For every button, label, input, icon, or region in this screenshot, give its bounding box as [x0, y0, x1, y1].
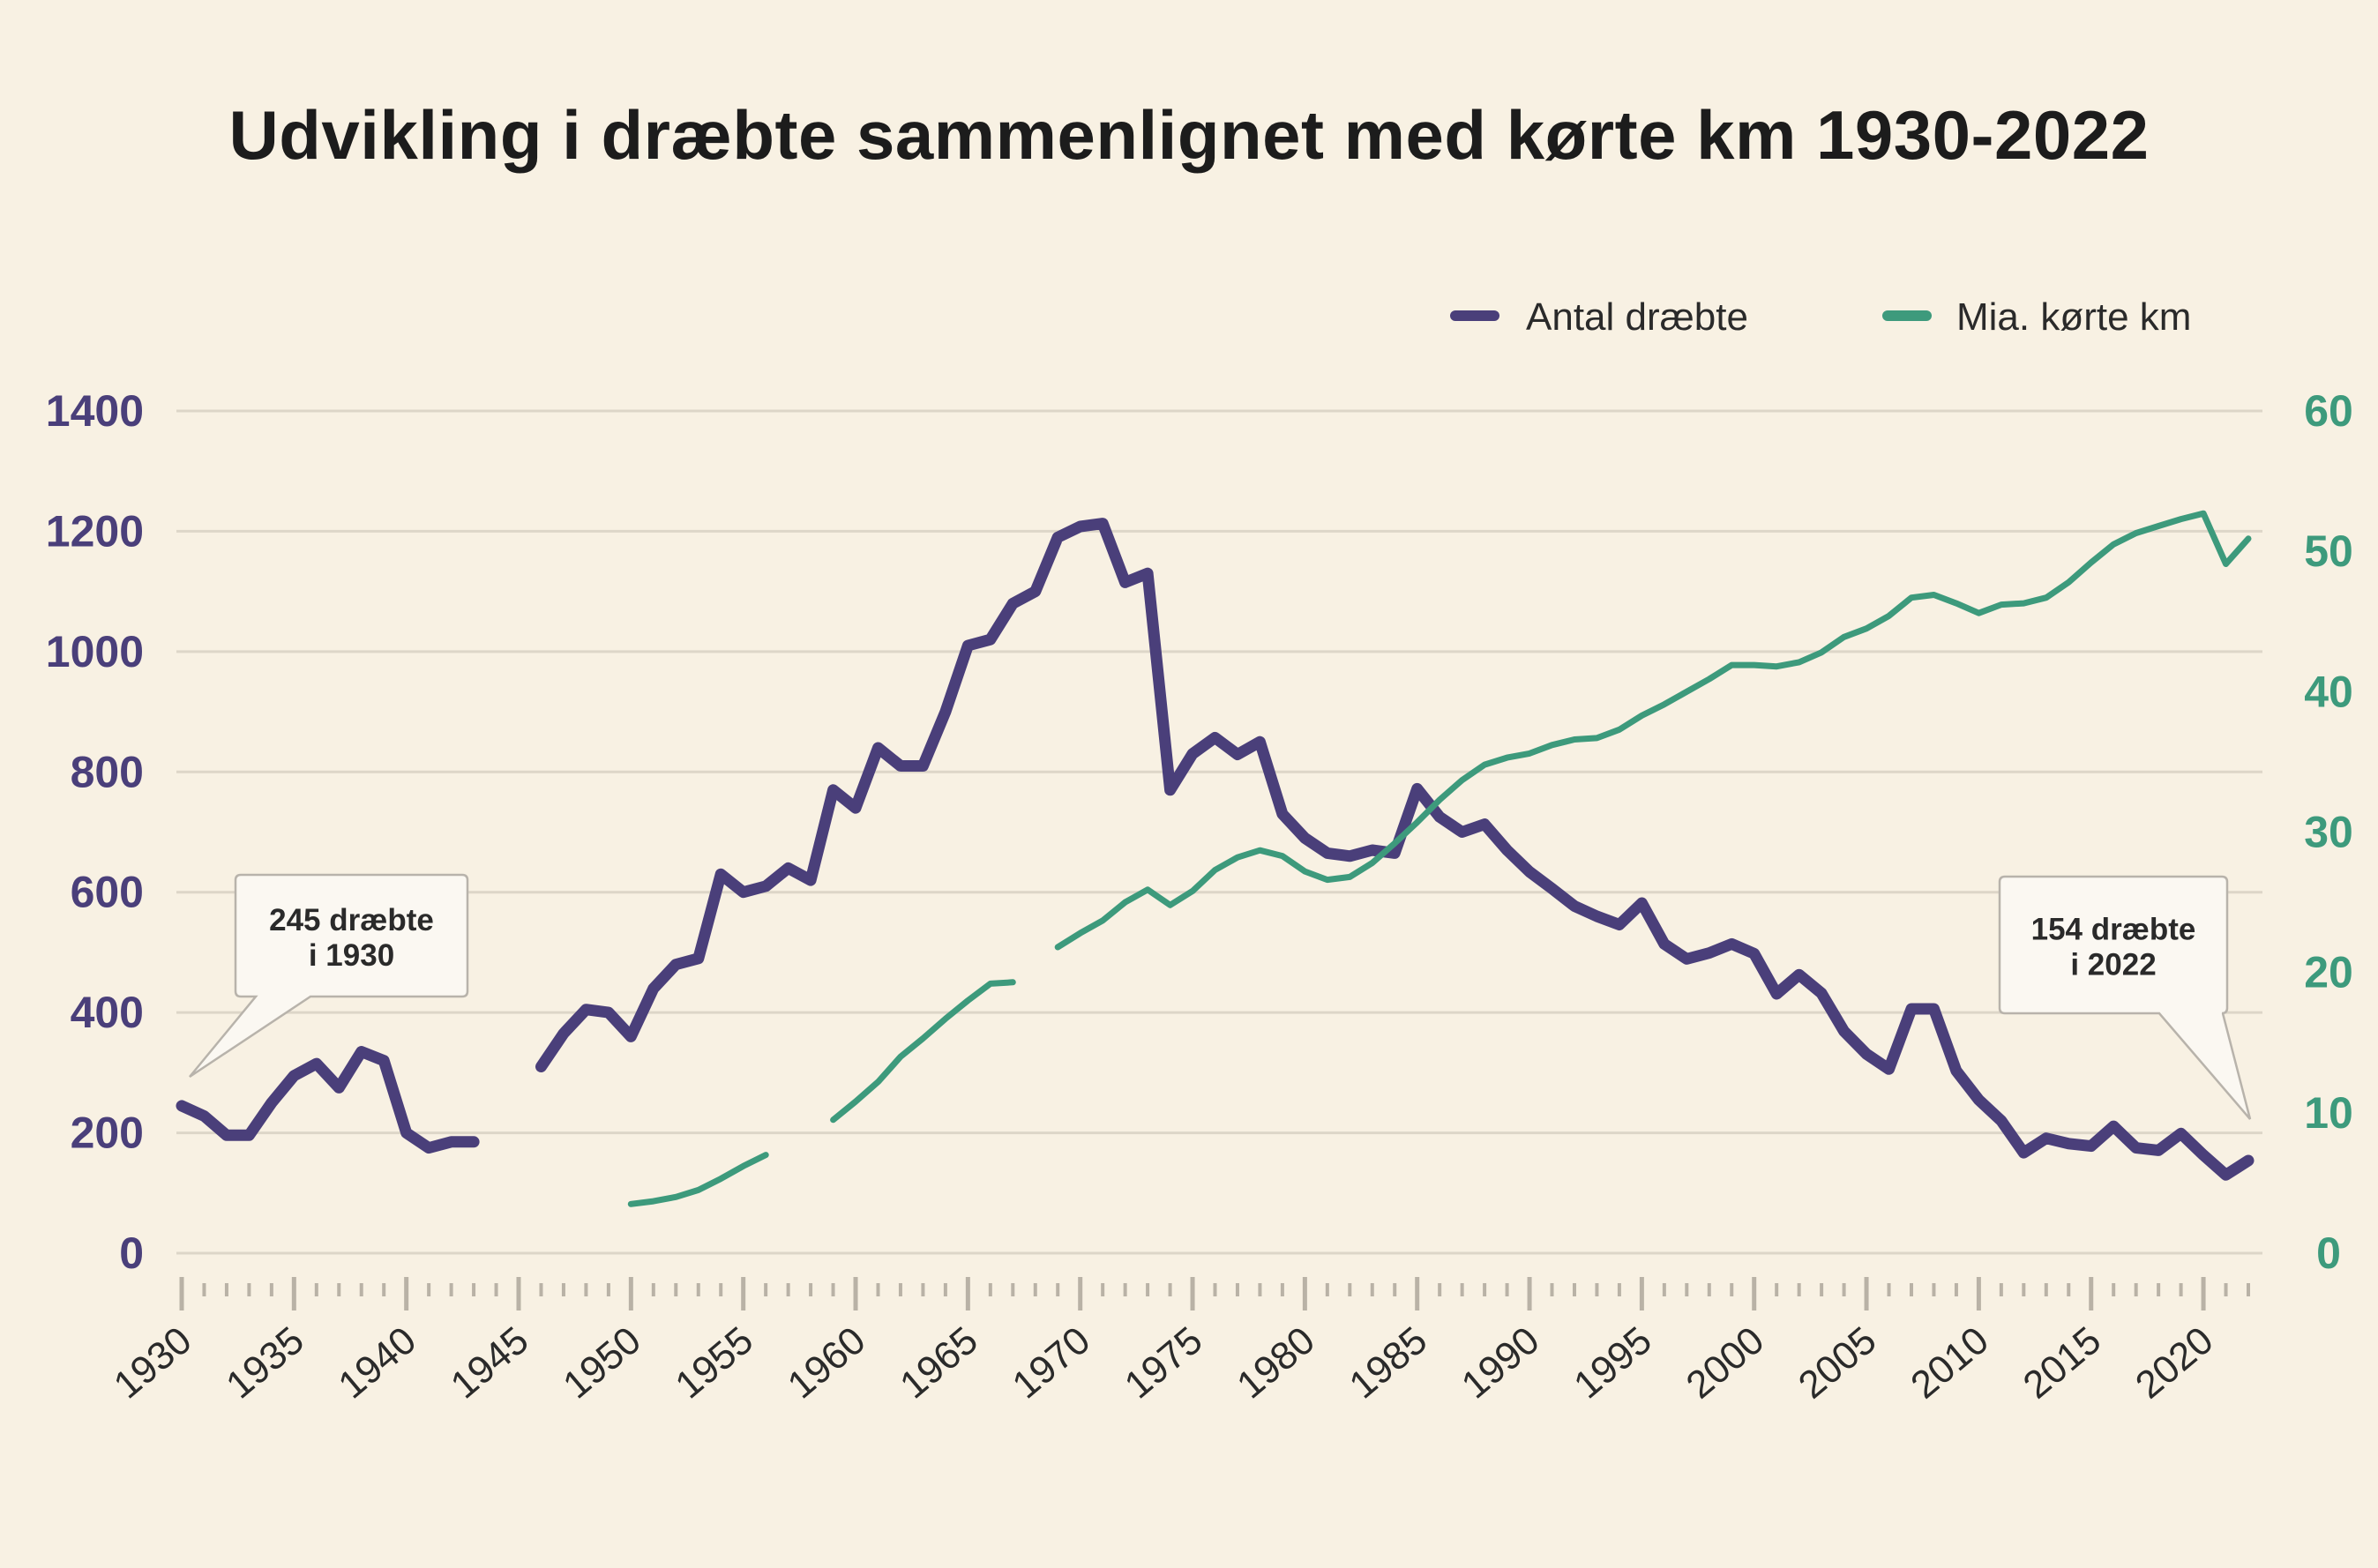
x-tick-label: 1930 [106, 1318, 199, 1407]
x-tick-label: 1985 [1342, 1318, 1435, 1407]
right-axis-ticks: 0 10 20 30 40 50 60 [2304, 386, 2353, 1278]
left-tick-label: 800 [71, 747, 144, 796]
left-tick-label: 1000 [46, 627, 144, 676]
right-tick-label: 0 [2316, 1228, 2341, 1278]
left-tick-label: 400 [71, 988, 144, 1037]
right-tick-label: 60 [2304, 386, 2353, 436]
x-tick-label: 1990 [1454, 1318, 1547, 1407]
series-lines [176, 510, 2255, 1207]
x-tick-label: 1965 [892, 1318, 985, 1407]
legend: Antal dræbte Mia. kørte km [1450, 295, 2191, 339]
gridlines [176, 409, 2262, 1255]
x-tick-label: 1940 [331, 1318, 424, 1407]
km-series-line [1054, 510, 2252, 951]
x-tick-label: 2010 [1903, 1318, 1996, 1407]
right-tick-label: 30 [2304, 808, 2353, 857]
x-tick-label: 1975 [1117, 1318, 1210, 1407]
left-tick-label: 600 [71, 868, 144, 917]
x-tick-label: 1950 [555, 1318, 648, 1407]
left-tick-label: 1200 [46, 506, 144, 556]
annotation-line2: i 2022 [2070, 948, 2156, 982]
right-tick-label: 20 [2304, 948, 2353, 997]
x-tick-label: 1995 [1566, 1318, 1659, 1407]
left-tick-label: 0 [119, 1228, 144, 1278]
x-tick-label: 1960 [780, 1318, 873, 1407]
annotation-line2: i 1930 [309, 938, 394, 973]
x-tick-label: 2000 [1679, 1318, 1772, 1407]
x-axis-ticks: 1930 1935 1940 1945 1950 1955 1960 1965 1970 1975… [106, 1277, 2250, 1407]
x-tick-label: 2020 [2127, 1318, 2221, 1407]
killed-series-line [535, 518, 2255, 1181]
callout-box [1998, 875, 2252, 1120]
x-tick-label: 2015 [2015, 1318, 2109, 1407]
right-tick-label: 10 [2304, 1088, 2353, 1138]
x-tick-label: 2005 [1791, 1318, 1884, 1407]
x-tick-label: 1955 [668, 1318, 761, 1407]
x-tick-label: 1970 [1005, 1318, 1098, 1407]
left-tick-label: 1400 [46, 386, 144, 436]
right-tick-label: 40 [2304, 667, 2353, 716]
x-tick-label: 1945 [443, 1318, 536, 1407]
left-tick-label: 200 [71, 1109, 144, 1158]
annotation-line1: 245 dræbte [269, 903, 434, 937]
legend-label-killed: Antal dræbte [1526, 295, 1748, 339]
left-axis-ticks: 0 200 400 600 800 1000 1200 1400 [46, 386, 144, 1278]
chart-title: Udvikling i dræbte sammenlignet med kørt… [228, 96, 2150, 174]
km-series-line [830, 979, 1016, 1124]
callout-box [189, 873, 469, 1079]
km-series-line [627, 1152, 769, 1207]
x-tick-label: 1935 [218, 1318, 311, 1407]
killed-series-line [176, 1046, 480, 1154]
legend-label-km: Mia. kørte km [1956, 295, 2191, 339]
annotation-line1: 154 dræbte [2031, 913, 2196, 947]
x-tick-label: 1980 [1229, 1318, 1322, 1407]
right-tick-label: 50 [2304, 526, 2353, 576]
